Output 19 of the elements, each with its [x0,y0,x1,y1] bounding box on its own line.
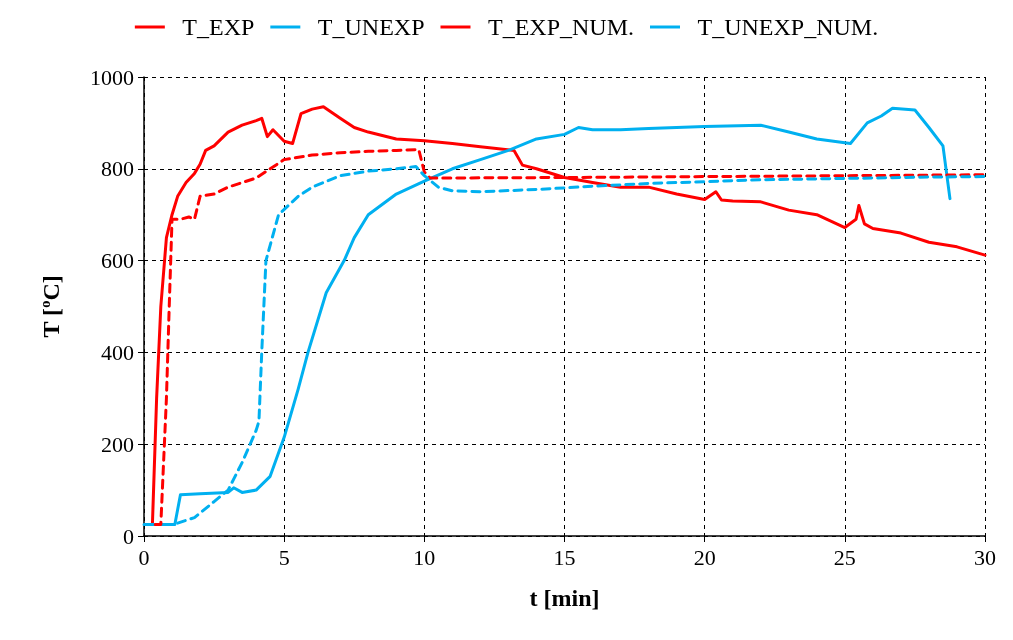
y-tick-label: 0 [123,523,134,549]
x-axis-title: t [min] [529,585,600,611]
y-tick-label: 200 [101,431,134,457]
x-tick-label: 20 [693,544,716,570]
legend-label: T_UNEXP_NUM. [697,14,879,40]
legend-label: T_EXP_NUM. [488,14,635,40]
x-tick-label: 25 [833,544,856,570]
x-tick-label: 30 [974,544,996,570]
x-tick-label: 5 [278,544,290,570]
x-tick-label: 0 [138,544,150,570]
y-axis-title: T [oC] [37,275,64,338]
y-tick-label: 600 [101,248,134,274]
y-tick-label: 400 [101,339,134,365]
x-tick-label: 10 [413,544,436,570]
legend-label: T_EXP [182,14,255,40]
y-tick-label: 1000 [90,64,134,90]
y-tick-label: 800 [101,156,134,182]
x-tick-label: 15 [553,544,576,570]
legend-label: T_UNEXP [317,14,425,40]
